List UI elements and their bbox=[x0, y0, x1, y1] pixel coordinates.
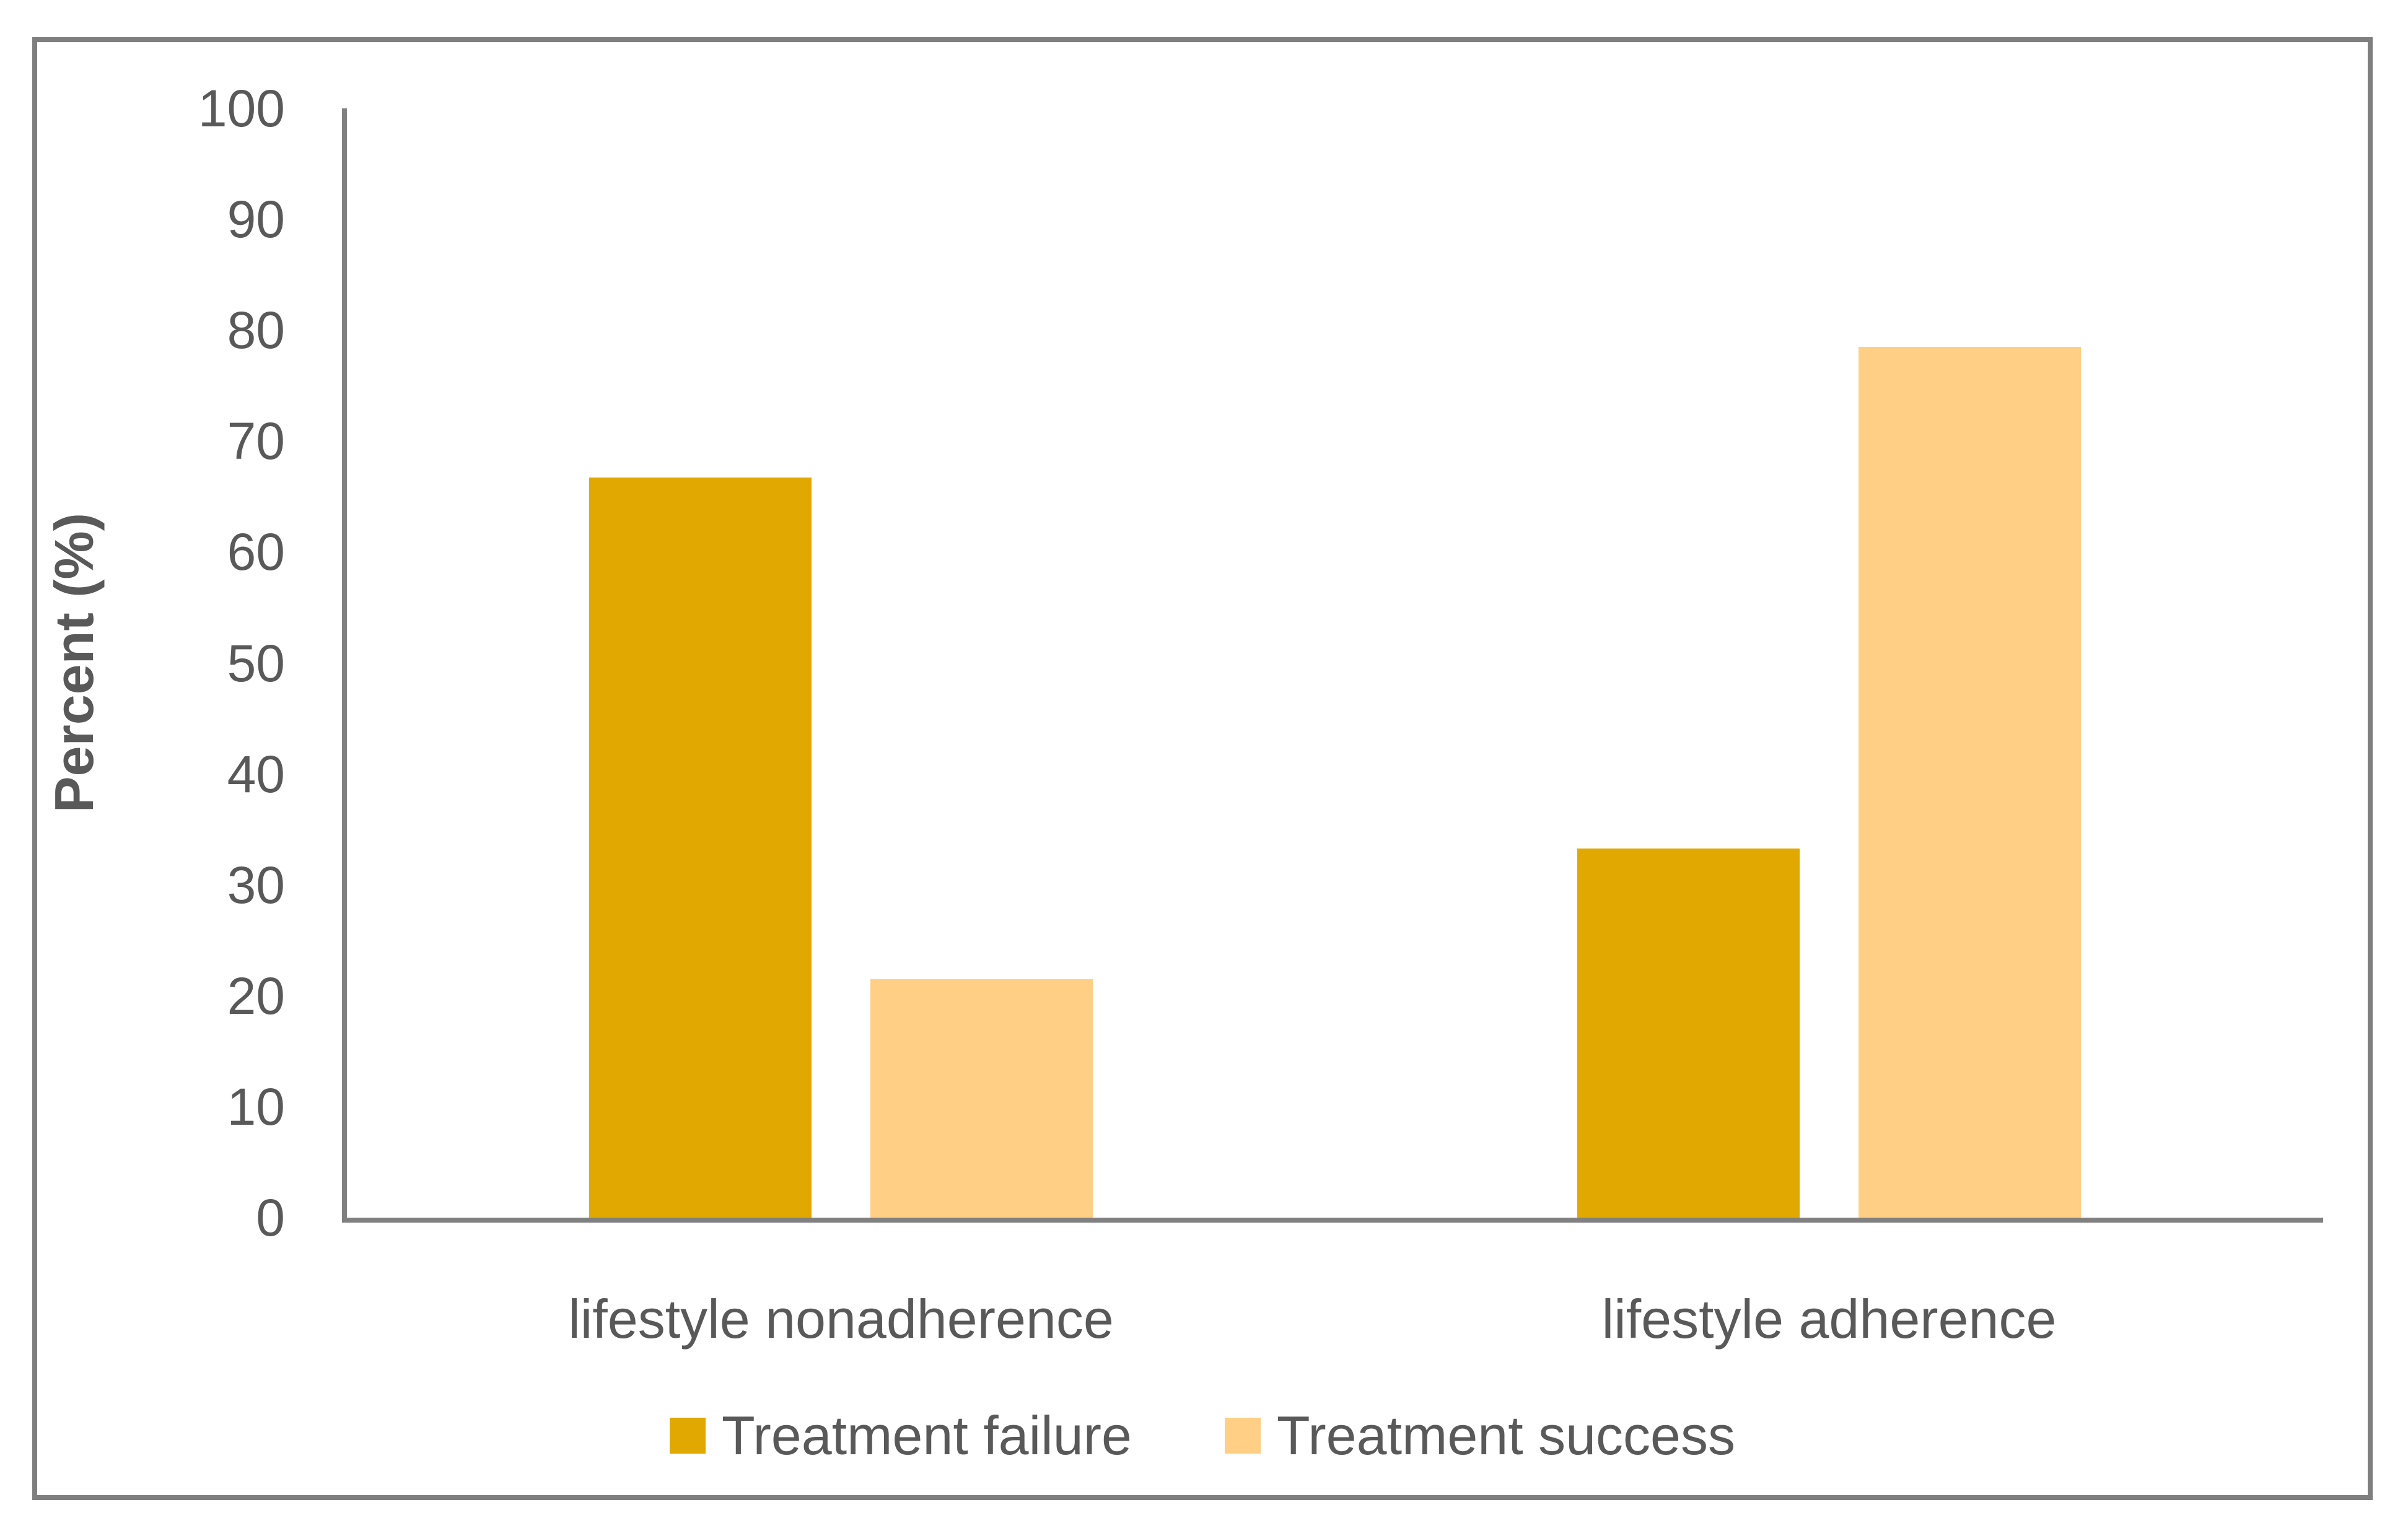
x-category-label-lifestyle-nonadherence: lifestyle nonadherence bbox=[568, 1288, 1114, 1350]
legend-label: Treatment failure bbox=[722, 1405, 1132, 1466]
y-axis-tick-labels: 0 10 20 30 40 50 60 70 80 90 100 bbox=[37, 82, 285, 1244]
plot-area bbox=[342, 108, 2323, 1223]
y-tick-label-90: 90 bbox=[227, 190, 285, 249]
y-tick-label-100: 100 bbox=[198, 79, 285, 137]
legend-label: Treatment success bbox=[1276, 1405, 1735, 1466]
y-tick-label-50: 50 bbox=[227, 634, 285, 692]
legend-swatch-treatment-success bbox=[1224, 1418, 1261, 1454]
y-tick-label-70: 70 bbox=[227, 412, 285, 471]
bar-treatment-failure-lifestyle-adherence bbox=[1577, 848, 1800, 1218]
y-tick-label-10: 10 bbox=[227, 1077, 285, 1136]
bar-treatment-success-lifestyle-nonadherence bbox=[870, 979, 1093, 1218]
legend-swatch-treatment-failure bbox=[670, 1418, 706, 1454]
legend: Treatment failure Treatment success bbox=[37, 1395, 2368, 1476]
x-axis-category-labels: lifestyle nonadherence lifestyle adherenc… bbox=[347, 1284, 2323, 1371]
bar-treatment-success-lifestyle-adherence bbox=[1858, 347, 2082, 1218]
bar-treatment-failure-lifestyle-nonadherence bbox=[589, 478, 812, 1218]
legend-item-treatment-failure: Treatment failure bbox=[670, 1408, 1132, 1463]
x-category-label-lifestyle-adherence: lifestyle adherence bbox=[1601, 1288, 2057, 1350]
legend-item-treatment-success: Treatment success bbox=[1224, 1405, 1735, 1466]
y-tick-label-80: 80 bbox=[227, 301, 285, 360]
y-tick-label-0: 0 bbox=[256, 1189, 285, 1247]
y-tick-label-40: 40 bbox=[227, 744, 285, 803]
y-tick-label-20: 20 bbox=[227, 966, 285, 1025]
y-tick-label-60: 60 bbox=[227, 523, 285, 582]
chart-frame: Percent (%) 0 10 20 30 40 50 60 70 80 90 100 lifes… bbox=[32, 37, 2373, 1500]
y-tick-label-30: 30 bbox=[227, 855, 285, 914]
